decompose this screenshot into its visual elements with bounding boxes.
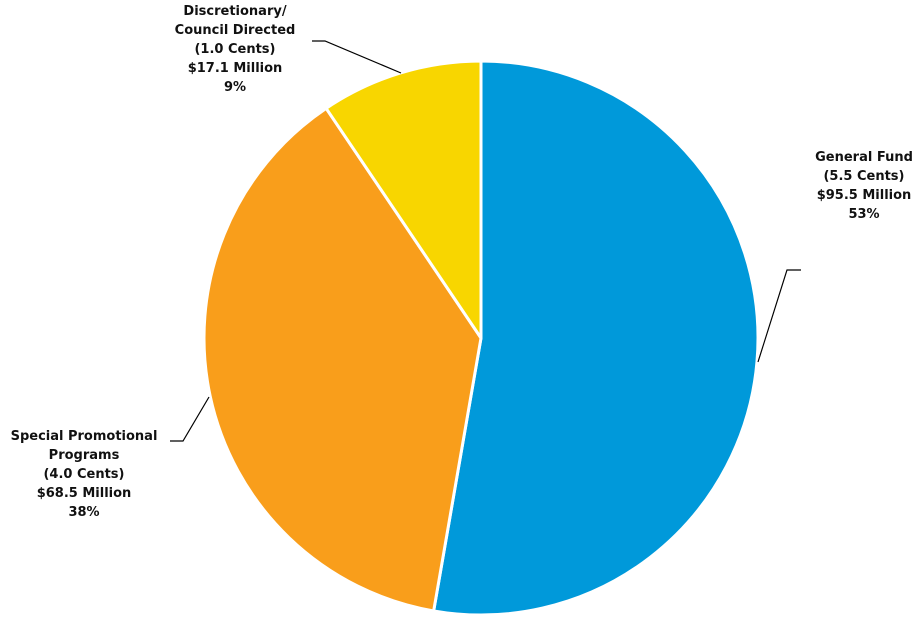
label-general-amount: $95.5 Million	[816, 188, 912, 203]
pie-slice-special-promotional-programs	[202, 106, 483, 613]
label-special-percent: 38%	[68, 505, 100, 520]
leader-line-general-fund	[757, 269, 801, 363]
slice-label-discretionary: Discretionary/ Council Directed (1.0 Cen…	[160, 2, 310, 97]
label-special-amount: $68.5 Million	[36, 486, 132, 501]
leader-line-special-promotional	[170, 396, 210, 442]
label-special-name-1: Special Promotional	[10, 429, 158, 444]
label-discretionary-cents: (1.0 Cents)	[194, 42, 276, 57]
pie-slice-general-fund	[432, 59, 760, 617]
slice-label-general-fund: General Fund (5.5 Cents) $95.5 Million 5…	[800, 148, 922, 224]
label-discretionary-amount: $17.1 Million	[187, 61, 283, 76]
label-general-cents: (5.5 Cents)	[823, 169, 905, 184]
label-discretionary-percent: 9%	[223, 80, 247, 95]
slice-label-special-promotional: Special Promotional Programs (4.0 Cents)…	[0, 427, 168, 522]
label-special-cents: (4.0 Cents)	[43, 467, 125, 482]
leader-line-discretionary	[312, 40, 402, 74]
label-special-name-2: Programs	[48, 448, 120, 463]
label-general-name: General Fund	[815, 150, 913, 165]
label-general-percent: 53%	[848, 207, 880, 222]
label-discretionary-name-2: Council Directed	[174, 23, 296, 38]
label-discretionary-name-1: Discretionary/	[183, 4, 287, 19]
